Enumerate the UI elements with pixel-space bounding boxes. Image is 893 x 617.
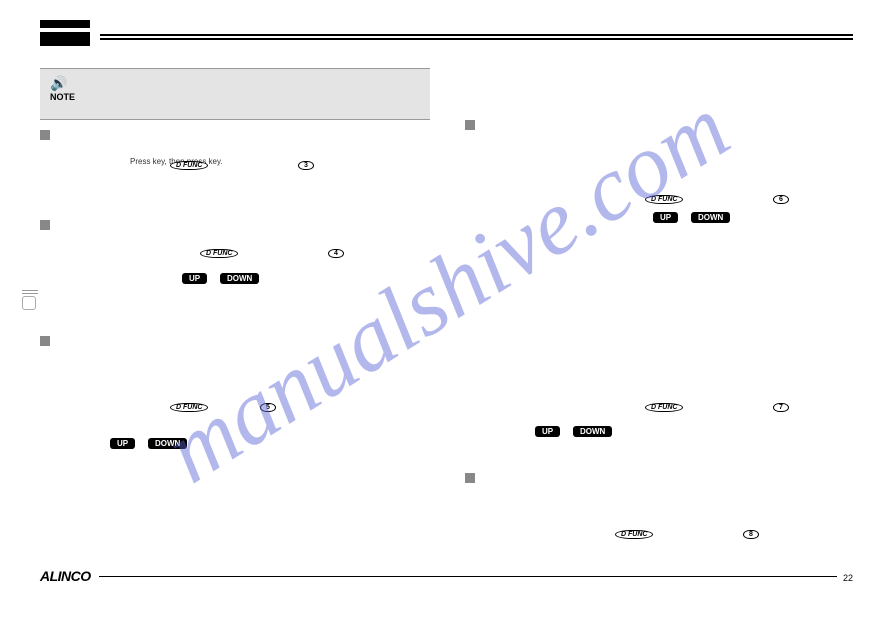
- num-key-icon: 7: [773, 396, 789, 414]
- num-key-icon: 8: [743, 523, 759, 541]
- up-button: UP: [653, 207, 678, 225]
- dfunc-key-icon: D FUNC: [615, 523, 653, 541]
- section-marker: [40, 130, 50, 140]
- num-key-icon: 6: [773, 188, 789, 206]
- down-button: DOWN: [148, 433, 187, 451]
- up-button: UP: [535, 421, 560, 439]
- up-button: UP: [182, 268, 207, 286]
- num-key-icon: 3: [298, 154, 314, 172]
- dfunc-key-icon: D FUNC: [170, 396, 208, 414]
- down-button: DOWN: [573, 421, 612, 439]
- speaker-icon: 🔊: [50, 75, 420, 92]
- num-key-icon: 5: [260, 396, 276, 414]
- up-button: UP: [110, 433, 135, 451]
- brand-logo: ALINCO: [40, 568, 99, 584]
- dfunc-key-icon: D FUNC: [200, 242, 238, 260]
- down-button: DOWN: [220, 268, 259, 286]
- section-marker: [465, 120, 475, 130]
- page-content: 🔊 NOTE Press key, then press key. D FUNC…: [40, 20, 853, 597]
- dfunc-key-icon: D FUNC: [645, 396, 683, 414]
- section-marker: [40, 336, 50, 346]
- page-number: 22: [837, 573, 853, 583]
- binding-marks: [22, 290, 38, 310]
- down-button: DOWN: [691, 207, 730, 225]
- dfunc-key-icon: D FUNC: [645, 188, 683, 206]
- note-box: 🔊 NOTE: [40, 68, 430, 120]
- num-key-icon: 4: [328, 242, 344, 260]
- chapter-tab: [40, 20, 90, 46]
- section-marker: [465, 473, 475, 483]
- dfunc-key-icon: D FUNC: [170, 154, 208, 172]
- footer-rule: [40, 576, 853, 578]
- chapter-header: [40, 20, 853, 46]
- section-marker: [40, 220, 50, 230]
- note-label: NOTE: [50, 92, 420, 102]
